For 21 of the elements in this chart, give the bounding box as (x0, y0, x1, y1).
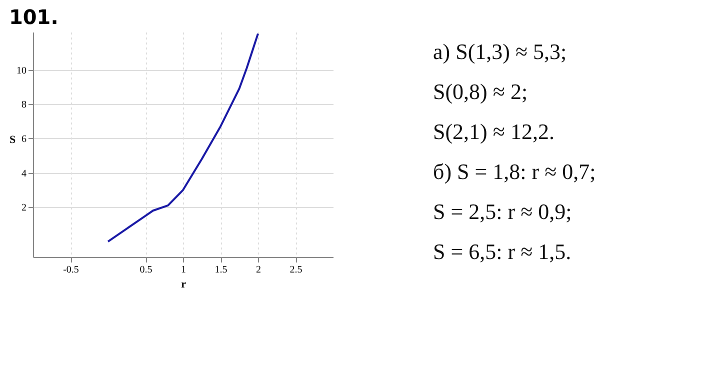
x-tick-label: 1 (181, 264, 186, 276)
y-tick-label: 8 (22, 100, 26, 111)
y-tick-label: 2 (22, 202, 26, 214)
y-tick-label: 10 (16, 65, 26, 76)
x-tick-label: 0.5 (140, 264, 152, 276)
y-tick-label: 6 (22, 134, 26, 145)
x-tick-label: 1.5 (214, 264, 228, 276)
text: б) S = 1,8: r ≈ 0,7; (433, 159, 596, 184)
x-axis-title: r (181, 278, 186, 290)
y-tick-label: 4 (22, 168, 26, 180)
x-tick-label: -0.5 (63, 264, 79, 276)
text: S = 2,5: r ≈ 0,9; (433, 199, 572, 224)
text: S(2,1) ≈ 12,2. (433, 119, 554, 144)
x-tick-label: 2 (256, 264, 261, 276)
text: S = 6,5: r ≈ 1,5. (433, 239, 572, 264)
line-series (107, 32, 259, 243)
chart-title: 101. (8, 5, 58, 29)
y-axis-title: S (9, 134, 16, 146)
text: S(0,8) ≈ 2; (433, 79, 528, 104)
x-tick-label: 2.5 (290, 264, 302, 276)
text: а) S(1,3) ≈ 5,3; (433, 39, 567, 64)
